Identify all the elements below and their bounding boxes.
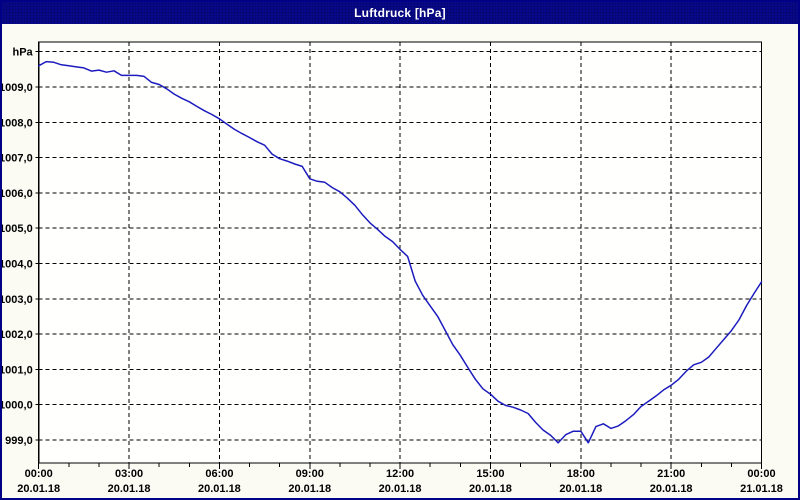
x-tick-date-label: 20.01.18 xyxy=(108,483,151,495)
y-tick-label: 1005,0 xyxy=(2,223,33,235)
x-tick-time-label: 00:00 xyxy=(747,468,775,480)
pressure-line-chart: hPa 1009,0 1008,0 1007,0 1006,0 1005,0 1004,0 1… xyxy=(2,41,783,495)
x-tick-date-label: 21.01.18 xyxy=(740,483,783,495)
x-tick-time-label: 09:00 xyxy=(296,468,324,480)
x-tick-date-label: 20.01.18 xyxy=(379,483,422,495)
y-tick-label: 1004,0 xyxy=(2,259,33,271)
x-tick-time-label: 15:00 xyxy=(476,468,504,480)
x-tick-date-label: 20.01.18 xyxy=(288,483,331,495)
y-tick-label: 1000,0 xyxy=(2,400,33,412)
x-tick-time-label: 00:00 xyxy=(25,468,53,480)
x-tick-date-label: 20.01.18 xyxy=(650,483,693,495)
x-tick-date-label: 20.01.18 xyxy=(469,483,512,495)
x-tick-time-label: 12:00 xyxy=(386,468,414,480)
y-tick-label: 1001,0 xyxy=(2,364,33,376)
x-tick-time-label: 06:00 xyxy=(205,468,233,480)
y-tick-label: 1009,0 xyxy=(2,82,33,94)
x-tick-date-label: 20.01.18 xyxy=(198,483,241,495)
chart-area: hPa 1009,0 1008,0 1007,0 1006,0 1005,0 1004,0 1… xyxy=(2,24,798,498)
y-axis-unit-label: hPa xyxy=(13,47,34,59)
x-tick-date-label: 20.01.18 xyxy=(559,483,602,495)
y-tick-label: 1007,0 xyxy=(2,153,33,165)
y-tick-label: 1002,0 xyxy=(2,329,33,341)
page-title: Luftdruck [hPa] xyxy=(354,6,446,20)
x-tick-time-label: 03:00 xyxy=(115,468,143,480)
y-tick-label: 1008,0 xyxy=(2,117,33,129)
pressure-series-line xyxy=(37,60,763,444)
x-tick-date-label: 20.01.18 xyxy=(17,483,60,495)
x-tick-time-label: 21:00 xyxy=(657,468,685,480)
y-tick-label: 999,0 xyxy=(5,435,33,447)
window-title-bar: Luftdruck [hPa] xyxy=(2,2,798,24)
x-tick-time-label: 18:00 xyxy=(567,468,595,480)
y-tick-label: 1006,0 xyxy=(2,188,33,200)
y-tick-label: 1003,0 xyxy=(2,294,33,306)
